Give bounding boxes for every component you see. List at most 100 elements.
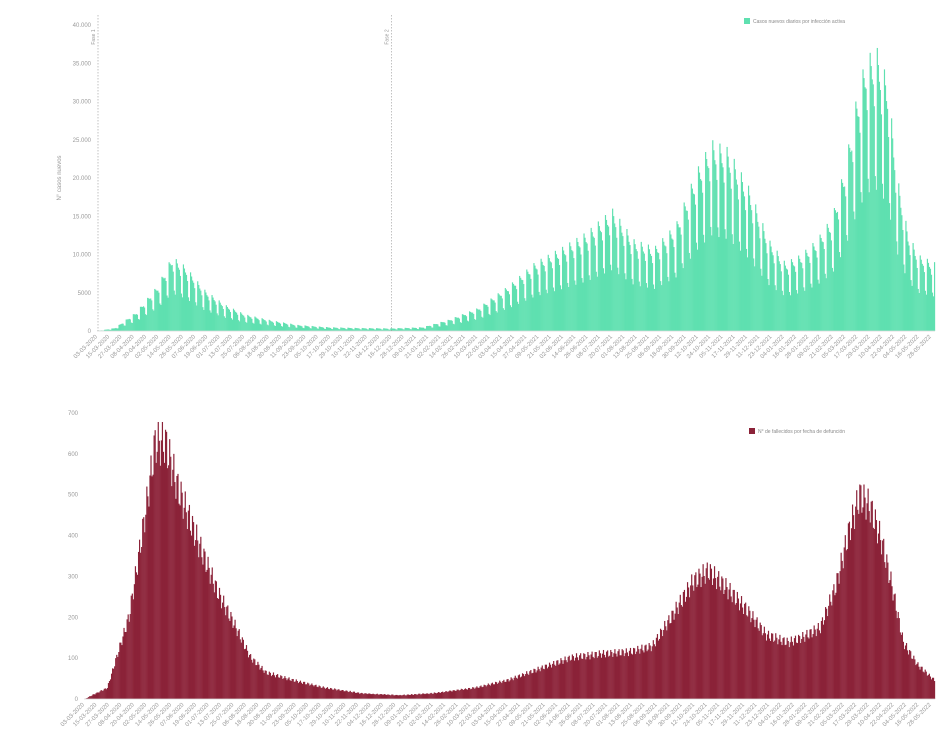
bar [240, 312, 242, 331]
bar [590, 654, 592, 699]
bar [709, 564, 711, 699]
bar [311, 683, 313, 699]
bar [157, 290, 159, 331]
bar [758, 226, 760, 331]
bar [483, 303, 485, 331]
bar [153, 435, 155, 699]
bar [901, 632, 903, 699]
bar [879, 89, 881, 332]
bar [230, 318, 233, 331]
bar [534, 669, 536, 699]
bar [288, 677, 290, 699]
bar [264, 320, 266, 331]
bar [463, 315, 466, 331]
bar [352, 329, 354, 331]
bar [684, 206, 686, 331]
bar [873, 106, 875, 331]
bar [548, 662, 551, 699]
bar [239, 321, 241, 331]
bar [151, 300, 153, 331]
bar [634, 648, 636, 699]
bar [647, 244, 649, 331]
bar [803, 287, 805, 331]
bar [691, 188, 693, 331]
bar [662, 238, 664, 331]
bar [220, 608, 223, 699]
bar [768, 638, 771, 699]
bar [791, 262, 794, 331]
bar [320, 687, 322, 699]
bar [409, 329, 411, 331]
bar [101, 690, 103, 699]
bar [173, 453, 175, 699]
bar [244, 648, 247, 699]
bar [699, 573, 701, 699]
bar [740, 596, 743, 699]
bar [864, 497, 866, 699]
bar [212, 297, 214, 331]
bar [162, 277, 164, 331]
bar [629, 245, 631, 331]
bar [506, 679, 508, 699]
bar [118, 324, 120, 331]
bar [774, 640, 776, 699]
bar [252, 662, 254, 699]
bar [664, 245, 666, 331]
bar [524, 298, 526, 331]
bar [651, 263, 654, 331]
bar [832, 590, 834, 699]
bar [485, 305, 487, 331]
bar [804, 290, 806, 331]
bar [524, 676, 526, 699]
bar [183, 507, 185, 699]
bar [149, 475, 151, 699]
bar [767, 279, 769, 331]
bar [118, 652, 120, 699]
bar [212, 583, 214, 699]
bar [641, 246, 643, 331]
bar [470, 689, 472, 699]
bar [678, 602, 680, 699]
bar [488, 313, 490, 331]
bar [659, 628, 662, 699]
bar [144, 532, 146, 699]
bar [357, 692, 360, 699]
bar [905, 220, 907, 331]
bar [815, 636, 817, 699]
bar [467, 687, 470, 699]
bar [133, 584, 135, 699]
bar [567, 656, 569, 699]
bar [217, 315, 219, 331]
bar [275, 321, 278, 331]
bar [746, 257, 749, 331]
bar [447, 319, 449, 331]
bar [716, 179, 718, 331]
bar [354, 692, 357, 699]
bar [538, 291, 540, 331]
bar [270, 321, 272, 331]
bar [808, 256, 810, 331]
bar [692, 193, 694, 331]
bar [672, 610, 674, 699]
bar [425, 693, 427, 699]
bar [481, 687, 483, 699]
bar [273, 325, 275, 331]
bar [175, 259, 177, 331]
bar [107, 683, 110, 699]
bar [465, 316, 468, 331]
bar [697, 584, 699, 699]
bar [590, 227, 592, 331]
bar [845, 550, 847, 699]
bar [659, 259, 661, 331]
bar [367, 329, 369, 331]
bar [678, 227, 680, 331]
bar [895, 610, 897, 699]
bar [282, 678, 284, 699]
bar [689, 597, 691, 699]
bar [294, 681, 296, 699]
bar [180, 481, 182, 699]
bar [746, 615, 748, 699]
bar [205, 571, 207, 699]
bar [456, 689, 458, 699]
bar [886, 554, 888, 699]
